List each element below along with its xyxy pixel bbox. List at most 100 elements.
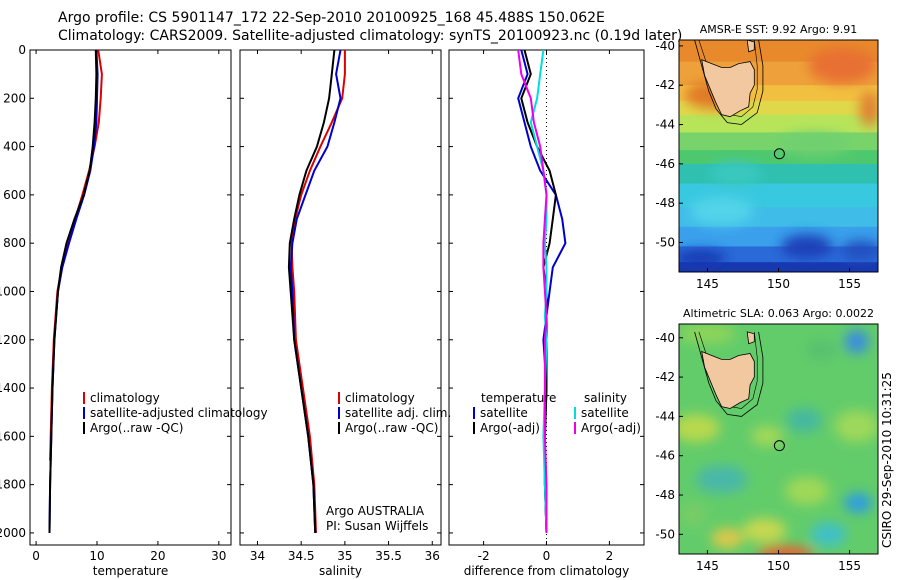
sst-patch [709,161,762,186]
temp-legend-item-label: Argo(..raw -QC) [90,421,183,435]
depth-tick-label: 1400 [0,381,26,395]
argo-annotation: Argo AUSTRALIA [326,504,425,518]
sst-map: AMSR-E SST: 9.92 Argo: 9.91 145 150 155 -40 -… [655,23,879,291]
sst-lon-tick-label: 155 [838,277,861,291]
sla-patch [742,518,787,543]
sla-patch [786,408,823,433]
creation-stamp: CSIRO 29-Sep-2010 10:31:25 [880,372,894,548]
depth-tick-label: 1800 [0,478,26,492]
sst-patch [679,250,727,267]
sla-patch [679,502,708,527]
sst-band [679,150,878,165]
sla-lat-tick-label: -44 [655,409,675,423]
temp-legend-item-label: satellite-adjusted climatology [90,406,268,420]
temperature-xtick-label: 30 [211,549,226,563]
sst-patch [808,47,877,84]
salinity-xtick-label: 34 [250,549,265,563]
difference-xtick-label: 2 [606,549,614,563]
depth-tick-label: 1600 [0,429,26,443]
tasmania-landmass [701,350,755,409]
argo-float-marker [773,440,785,452]
sst-lat-tick-label: -50 [655,236,675,250]
sla-lat-tick-label: -50 [655,527,675,541]
series-line-argo-raw-qc- [48,50,98,533]
sla-patch [834,410,878,443]
depth-tick-label: 400 [3,140,26,154]
temperature-xtick-label: 0 [32,549,40,563]
sla-lat-tick-label: -40 [655,331,675,345]
sst-shelf-contour [694,40,764,125]
difference-series-group [517,50,567,533]
depth-tick-label: 800 [3,236,26,250]
flinders-island [746,40,755,53]
sst-lat-tick-label: -46 [655,157,675,171]
depth-tick-label: 0 [18,43,26,57]
sla-map-title: Altimetric SLA: 0.063 Argo: 0.0022 [683,307,874,320]
depth-tick-label: 1200 [0,333,26,347]
salinity-axes-box [239,49,442,546]
sla-lon-tick-label: 150 [767,559,790,573]
sla-patch [810,522,847,547]
sla-patch [844,492,873,513]
diff-legend-temp-item-label: satellite [480,406,528,420]
depth-tick-label: 600 [3,188,26,202]
salinity-xtick-label: 35.5 [375,549,402,563]
sst-lat-tick-label: -44 [655,118,675,132]
panel-temperature: 0 10 20 30 0 200 400 600 800 1000 1200 1400 1600 1800… [0,43,232,578]
sla-lat-tick-label: -46 [655,449,675,463]
sla-patch [695,465,748,494]
sla-blobs [679,324,878,554]
temperature-series-group [48,50,103,533]
salinity-xtick-label: 34.5 [288,549,315,563]
temperature-xtick-label: 10 [89,549,104,563]
diff-legend-sal-item-label: Argo(-adj) [581,421,641,435]
sst-patch [689,197,754,226]
depth-tick-label: 200 [3,91,26,105]
argo-float-marker [773,148,785,160]
sst-patch [859,90,878,127]
difference-legend: temperature salinitysatelliteArgo(-adj)sa… [473,391,641,435]
sla-patch [679,414,721,443]
depth-tick-label: 1000 [0,284,26,298]
sal-legend-item-label: climatology [345,391,415,405]
sla-patch [711,528,744,549]
sal-legend-item-label: satellite adj. clim. [345,406,451,420]
sst-lat-tick-label: -48 [655,196,675,210]
figure-title-line1: Argo profile: CS 5901147_172 22-Sep-2010… [58,10,605,26]
series-line-salinity-argo-adj- [517,50,548,533]
diff-legend-sal-item-label: satellite [581,406,629,420]
series-line-temperature-argo-adj- [520,50,557,533]
sst-patch [780,234,833,259]
figure-title-line2: Climatology: CARS2009. Satellite-adjuste… [58,28,683,44]
diff-legend-heading: salinity [584,391,627,405]
sal-legend-item-label: Argo(..raw -QC) [345,421,438,435]
difference-xtick-label: 0 [543,549,551,563]
sst-map-title: AMSR-E SST: 9.92 Argo: 9.91 [700,23,858,36]
sla-map: Altimetric SLA: 0.063 Argo: 0.0022 145 150… [655,307,879,573]
sla-lon-tick-label: 155 [838,559,861,573]
sst-lat-tick-label: -42 [655,78,675,92]
difference-xlabel: difference from climatology [464,564,630,578]
sla-field [679,324,878,554]
sla-lon-tick-label: 145 [696,559,719,573]
sla-patch [751,426,784,447]
temp-legend-item-label: climatology [90,391,160,405]
depth-tick-label: 2000 [0,526,26,540]
sla-lat-tick-label: -42 [655,370,675,384]
sla-patch [784,477,829,506]
sst-lon-tick-label: 145 [696,277,719,291]
flinders-island [746,331,755,345]
sst-patch [778,132,851,157]
sla-patch [757,546,814,554]
sla-lat-tick-label: -48 [655,488,675,502]
diff-legend-heading: temperature [481,391,556,405]
panel-salinity: 34 34.5 35 35.5 36 salinity [239,49,442,578]
temperature-axes-box [29,49,232,546]
sst-field [679,40,878,272]
tasmania-landmass [701,59,755,118]
series-line-argo-raw-qc- [287,50,336,533]
